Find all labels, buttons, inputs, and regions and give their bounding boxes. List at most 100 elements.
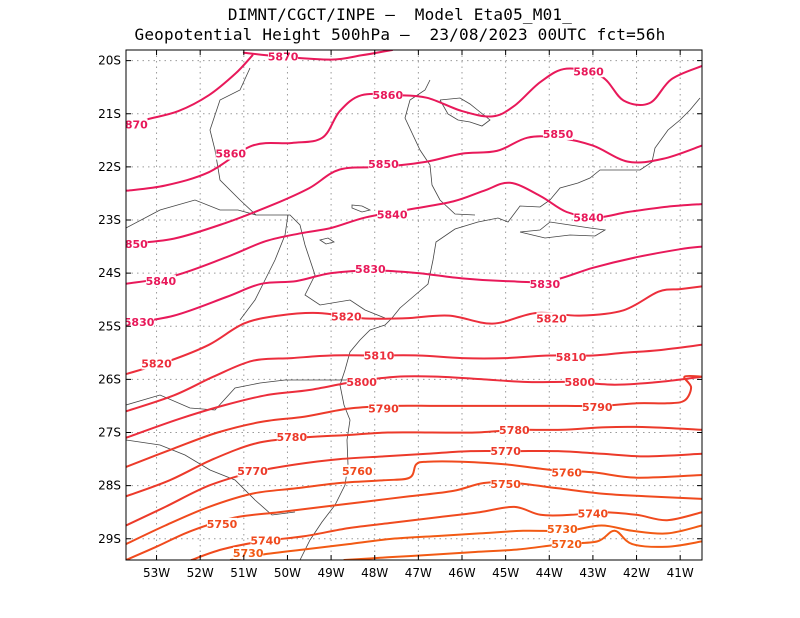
contour-label: 5750	[490, 478, 521, 491]
contour-label-halo	[377, 208, 408, 221]
state-border	[404, 79, 476, 216]
x-tick-label: 46W	[448, 566, 475, 580]
contour-label: 5730	[547, 523, 578, 536]
contour-line-5810	[126, 343, 702, 413]
contour-label-halo	[355, 262, 386, 275]
contour-line-5870	[126, 54, 254, 126]
contour-line-5850	[126, 135, 702, 245]
contour-label-halo	[499, 423, 530, 436]
contour-label-layer: 5870 5870 5860 5860 5860 5850 5850 5850 5840 5840…	[117, 50, 613, 560]
chart-title-line-1: DIMNT/CGCT/INPE – Model Eta05_M01_	[227, 5, 573, 24]
contour-label-halo	[268, 50, 299, 63]
contour-label: 5790	[582, 401, 613, 414]
state-border	[209, 67, 386, 319]
contour-label-halo	[126, 237, 148, 250]
y-tick-label: 21S	[98, 107, 121, 121]
coastline	[299, 97, 701, 560]
y-tick-label: 24S	[98, 266, 121, 280]
x-tick-label: 50W	[274, 566, 301, 580]
contour-label: 5830	[530, 278, 561, 291]
contour-line-5720	[343, 529, 702, 560]
contour-label-halo	[331, 310, 362, 323]
y-tick-label: 25S	[98, 319, 121, 333]
contour-label-halo	[126, 118, 148, 131]
contour-label: 5730	[233, 547, 264, 560]
contour-label-halo	[141, 357, 172, 370]
contour-label: 5760	[551, 466, 582, 479]
contour-label-halo	[276, 430, 307, 443]
x-tick-label: 42W	[623, 566, 650, 580]
contour-label-halo	[368, 158, 399, 171]
contour-label-halo	[372, 89, 403, 102]
contour-label-halo	[543, 127, 573, 140]
contour-label: 5800	[346, 376, 377, 389]
y-tick-label: 20S	[98, 54, 121, 68]
state-border	[126, 199, 257, 229]
contour-label: 5860	[573, 65, 604, 78]
coastline-layer	[126, 67, 701, 560]
x-tick-label: 43W	[579, 566, 606, 580]
contour-line-5730	[229, 524, 702, 560]
contour-line-5830	[126, 245, 702, 325]
y-tick-label: 29S	[98, 532, 121, 546]
lagoon-outline	[351, 204, 372, 213]
contour-label-halo	[250, 534, 281, 547]
contour-label-halo	[237, 464, 268, 477]
contour-label-halo	[490, 445, 521, 458]
contour-label-halo	[529, 277, 560, 290]
x-tick-label: 52W	[187, 566, 214, 580]
contour-label-halo	[207, 517, 237, 530]
y-tick-label: 23S	[98, 213, 121, 227]
contour-label-halo	[547, 523, 578, 536]
contour-label: 5840	[146, 275, 177, 288]
contour-label: 5820	[141, 357, 172, 370]
x-tick-label: 41W	[667, 566, 694, 580]
lagoon-outline	[319, 237, 335, 245]
contour-label-halo	[126, 316, 155, 328]
lagoon-outline	[519, 221, 607, 239]
contour-label-halo	[582, 401, 613, 413]
contour-label-halo	[364, 349, 395, 362]
contour-label: 5850	[368, 158, 399, 171]
contour-line-5870	[242, 50, 394, 61]
contour-label: 5800	[565, 376, 596, 389]
plot-frame	[125, 49, 703, 561]
contour-line-5750	[126, 481, 702, 560]
contour-label: 5770	[490, 445, 521, 458]
contour-label: 5850	[117, 238, 148, 251]
contour-label-halo	[577, 507, 608, 520]
contour-label: 5860	[215, 148, 246, 161]
contour-label: 5860	[373, 89, 404, 102]
contour-label-halo	[564, 376, 595, 389]
contour-label: 5850	[543, 128, 574, 141]
contour-label: 5720	[551, 538, 582, 551]
state-border	[239, 214, 289, 321]
contour-label-halo	[346, 376, 377, 389]
x-tick-label: 44W	[536, 566, 563, 580]
contour-label: 5830	[355, 263, 386, 276]
contour-label: 5780	[499, 424, 530, 437]
chart-title-line-2: Geopotential Height 500hPa – 23/08/2023 …	[134, 25, 666, 44]
contour-label: 5810	[556, 351, 587, 364]
contour-label: 5840	[573, 211, 604, 224]
contour-label: 5830	[124, 316, 155, 329]
contour-label: 5750	[207, 518, 238, 531]
y-tick-label: 27S	[98, 426, 121, 440]
contour-label-halo	[551, 538, 582, 551]
axis-layer: 53W 52W 51W 50W 49W 48W 47W 46W 45W 44W 43W 42W 41W 2…	[98, 50, 702, 580]
y-tick-label: 28S	[98, 479, 121, 493]
contour-label: 5740	[578, 507, 609, 520]
contour-label-halo	[233, 547, 264, 560]
contour-line-5780	[126, 425, 702, 498]
contour-label-halo	[368, 402, 399, 415]
contour-label: 5820	[331, 311, 362, 324]
contour-label-halo	[342, 464, 373, 477]
x-tick-label: 53W	[143, 566, 170, 580]
contour-label: 5760	[342, 465, 373, 478]
contour-label-halo	[145, 275, 176, 288]
x-tick-label: 51W	[230, 566, 257, 580]
contour-label: 5820	[536, 312, 567, 325]
contour-label: 5810	[364, 349, 395, 362]
x-tick-label: 49W	[318, 566, 345, 580]
